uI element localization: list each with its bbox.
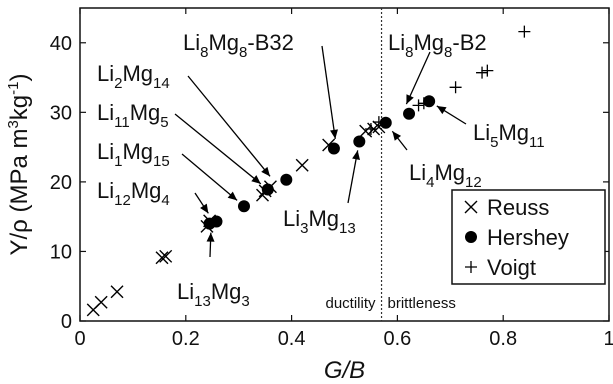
y-tick-label: 10	[50, 241, 72, 263]
compound-label: Li1Mg15	[97, 139, 170, 170]
legend-hershey-label: Hershey	[487, 225, 569, 250]
legend: Reuss Hershey Voigt	[451, 189, 606, 285]
legend-hershey-marker	[465, 231, 477, 243]
compound-label: Li13Mg3	[177, 279, 250, 310]
hershey-point	[353, 135, 366, 148]
hershey-point	[237, 200, 250, 213]
x-axis-label: G/B	[324, 357, 365, 384]
voigt-point	[417, 97, 430, 110]
y-tick-label: 20	[50, 172, 72, 194]
annotation-arrowhead	[352, 150, 360, 160]
hershey-point	[261, 183, 274, 196]
x-tick-label: 1	[603, 328, 613, 350]
compound-label: Li5Mg11	[473, 120, 545, 151]
compound-label: Li8Mg8-B32	[183, 30, 294, 61]
x-tick-label: 0.4	[278, 328, 306, 350]
voigt-point	[449, 81, 462, 94]
voigt-point	[412, 99, 425, 112]
annotation-arrowhead	[251, 175, 261, 184]
legend-voigt-label: Voigt	[487, 255, 536, 280]
hershey-point	[280, 173, 293, 186]
hershey-point	[403, 107, 416, 120]
annotations: Li8Mg8-B32 Li2Mg14 Li11Mg5 Li1Mg15 Li12Mg4 Li…	[97, 30, 545, 310]
reuss-point	[159, 249, 173, 263]
reuss-point	[94, 295, 108, 309]
hershey-point	[379, 116, 392, 129]
x-tick-label: 0.6	[383, 328, 411, 350]
y-axis-label: Y/ρ (MPa m3kg-1)	[5, 73, 33, 255]
voigt-point	[476, 66, 489, 79]
hershey-point	[327, 142, 340, 155]
compound-label: Li12Mg4	[97, 178, 170, 209]
annotation-arrow-line	[187, 75, 271, 177]
voigt-point	[481, 64, 494, 77]
x-tick-label: 0.2	[172, 328, 200, 350]
data-points	[86, 25, 531, 317]
plot-frame	[79, 7, 610, 322]
legend-reuss-label: Reuss	[487, 195, 549, 220]
annotation-arrow-line	[174, 113, 262, 185]
ductility-label: ductility	[325, 295, 376, 312]
annotation-arrowhead	[200, 203, 209, 214]
legend-voigt-marker	[465, 261, 477, 273]
compound-label: Li11Mg5	[97, 100, 169, 131]
y-tick-label: 30	[50, 102, 72, 124]
voigt-point	[372, 116, 385, 129]
x-tick-label: 0	[74, 328, 85, 350]
annotation-arrowhead	[392, 131, 402, 141]
compound-label: Li4Mg12	[409, 160, 482, 191]
annotation-arrowhead	[436, 105, 447, 115]
reuss-point	[110, 285, 124, 299]
brittleness-label: brittleness	[388, 295, 456, 312]
annotation-arrowhead	[206, 232, 215, 242]
annotation-arrow-line	[181, 153, 238, 201]
annotation-arrow-line	[321, 45, 336, 139]
compound-label: Li2Mg14	[97, 61, 170, 92]
y-tick-label: 40	[50, 33, 72, 55]
compound-label: Li8Mg8-B2	[388, 30, 487, 61]
annotation-arrowhead	[330, 129, 338, 139]
x-tick-label: 0.8	[489, 328, 517, 350]
annotation-arrowhead	[261, 166, 271, 177]
voigt-point	[518, 25, 531, 38]
voigt-point	[364, 123, 377, 136]
hershey-point	[423, 95, 436, 108]
annotation-arrowhead	[227, 191, 238, 201]
compound-label: Li3Mg13	[283, 206, 356, 237]
reuss-point	[295, 158, 309, 172]
annotation-arrow-line	[405, 51, 431, 105]
legend-reuss-marker	[464, 200, 478, 214]
hershey-point	[210, 215, 223, 228]
reuss-point	[359, 124, 373, 138]
reuss-point	[155, 251, 169, 265]
y-tick-label: 0	[61, 311, 72, 333]
annotation-arrowhead	[406, 94, 414, 105]
legend-box	[451, 189, 606, 285]
